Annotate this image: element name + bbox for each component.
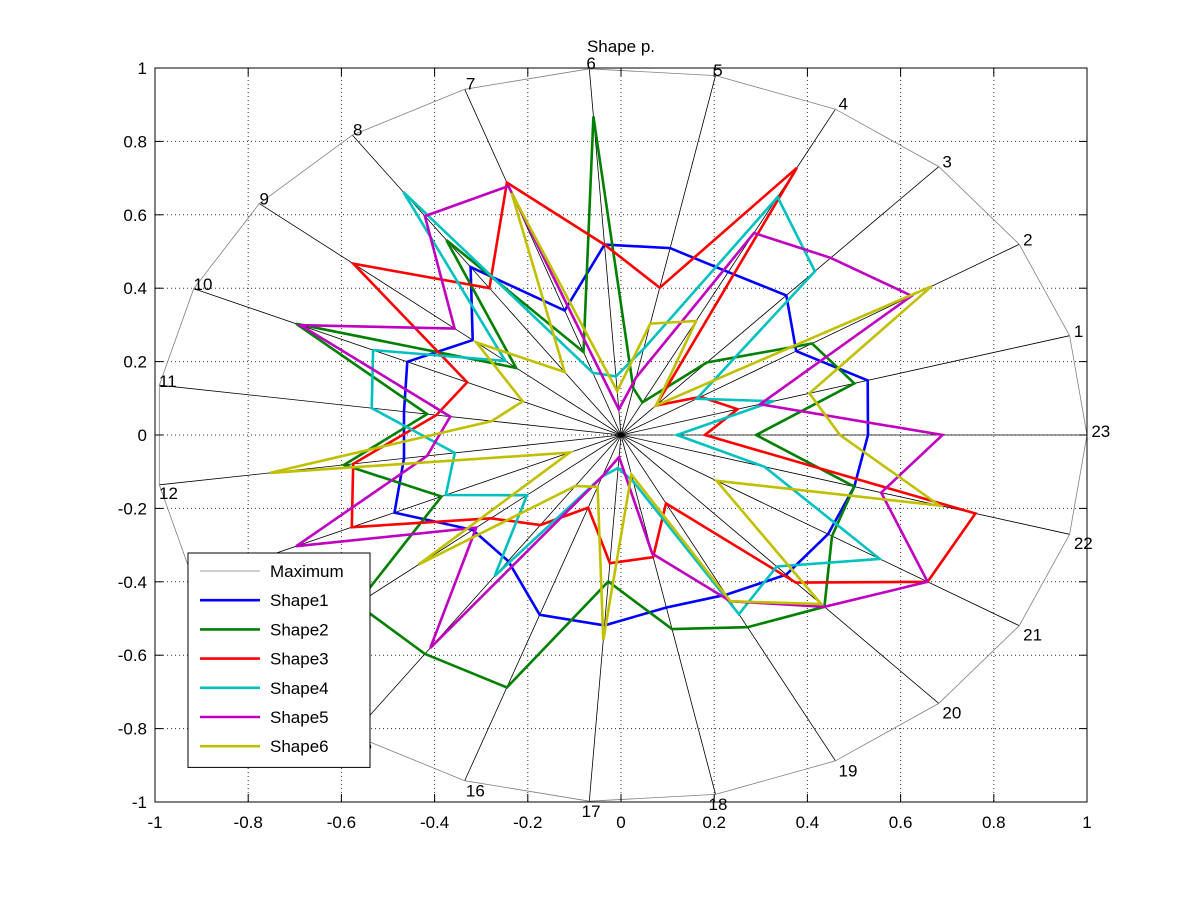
spoke-line xyxy=(620,166,940,436)
spoke-label: 20 xyxy=(942,704,961,723)
y-tick-label: -0.2 xyxy=(118,499,147,518)
data-series xyxy=(158,68,1088,802)
chart-title: Shape p. xyxy=(587,37,655,56)
spoke-label: 4 xyxy=(839,95,848,114)
legend-label: Shape4 xyxy=(270,679,329,698)
y-tick-label: -1 xyxy=(132,793,147,812)
spoke-label: 1 xyxy=(1074,322,1083,341)
series-line-shape6 xyxy=(269,192,945,641)
series-line-shape1 xyxy=(393,243,870,627)
spoke-label: 3 xyxy=(942,152,951,171)
x-tick-label: -0.6 xyxy=(327,813,356,832)
spoke-line xyxy=(620,243,1020,436)
x-tick-label: 0.8 xyxy=(982,813,1006,832)
axis-ticks: -1 -0.8 -0.6 -0.4 -0.2 0 0.2 0.4 0.6 0.8 1 -1 -0.8 -0… xyxy=(118,59,1092,832)
x-tick-label: -1 xyxy=(147,813,162,832)
y-tick-label: -0.6 xyxy=(118,646,147,665)
spoke-line xyxy=(620,434,1070,535)
spoke-label: 9 xyxy=(260,189,269,208)
y-tick-label: 1 xyxy=(138,59,147,78)
spoke-label: 16 xyxy=(466,781,485,800)
spoke-line xyxy=(464,434,622,781)
legend-label: Shape5 xyxy=(270,708,329,727)
spoke-label: 17 xyxy=(582,802,601,821)
legend-label: Shape3 xyxy=(270,650,329,669)
x-tick-label: 0.2 xyxy=(702,813,726,832)
spoke-line xyxy=(352,134,622,436)
spoke-label: 6 xyxy=(586,54,595,73)
legend: Maximum Shape1 Shape2 Shape3 Shape4 Shape5 Sha… xyxy=(187,552,371,768)
y-tick-label: -0.8 xyxy=(118,720,147,739)
spoke-label: 18 xyxy=(709,795,728,814)
legend-label: Maximum xyxy=(270,562,344,581)
spoke-line xyxy=(159,384,622,436)
x-tick-label: -0.2 xyxy=(513,813,542,832)
x-tick-label: 0.4 xyxy=(796,813,820,832)
spoke-label: 5 xyxy=(713,61,722,80)
spoke-line xyxy=(620,434,940,704)
legend-label: Shape6 xyxy=(270,737,329,756)
spoke-label: 2 xyxy=(1023,230,1032,249)
spoke-line xyxy=(620,434,716,795)
x-tick-label: -0.4 xyxy=(420,813,449,832)
spoke-label: 22 xyxy=(1074,534,1093,553)
x-tick-label: 0 xyxy=(616,813,625,832)
y-tick-label: 0.6 xyxy=(123,206,147,225)
series-line-shape3 xyxy=(349,166,978,584)
spoke-line xyxy=(620,434,1020,627)
x-tick-label: -0.8 xyxy=(234,813,263,832)
series-line-maximum xyxy=(158,68,1088,802)
x-tick-label: 0.6 xyxy=(889,813,913,832)
spoke-label: 19 xyxy=(839,761,858,780)
y-tick-label: 0.2 xyxy=(123,353,147,372)
y-tick-label: 0.8 xyxy=(123,132,147,151)
spoke-label: 23 xyxy=(1091,422,1110,441)
spoke-label: 21 xyxy=(1023,626,1042,645)
y-tick-label: 0 xyxy=(138,426,147,445)
spoke-line xyxy=(588,434,622,802)
spoke-label: 8 xyxy=(353,121,362,140)
legend-label: Shape2 xyxy=(270,620,329,639)
spoke-line xyxy=(464,89,622,436)
x-tick-label: 1 xyxy=(1082,813,1091,832)
spoke-line xyxy=(259,203,622,436)
spoke-label: 11 xyxy=(159,372,177,391)
series-line-shape5 xyxy=(295,184,946,649)
legend-label: Shape1 xyxy=(270,591,329,610)
legend-box xyxy=(187,552,371,768)
spoke-label: 10 xyxy=(194,275,213,294)
spoke-line xyxy=(620,335,1070,436)
spoke-label: 12 xyxy=(159,484,178,503)
spoke-label: 7 xyxy=(466,75,475,94)
y-tick-label: 0.4 xyxy=(123,279,147,298)
y-tick-label: -0.4 xyxy=(118,573,147,592)
spoke-line xyxy=(159,434,622,486)
